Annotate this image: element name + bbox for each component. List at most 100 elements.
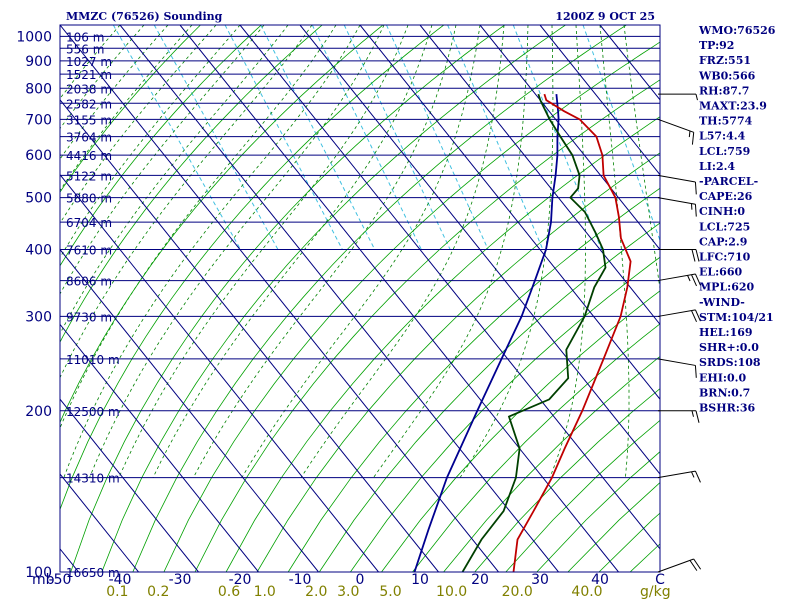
temperature-tick-label: -50 <box>49 572 72 588</box>
mixing-ratio-line <box>447 25 544 250</box>
height-label: 5880 m <box>66 192 112 206</box>
wind-barb <box>658 410 700 423</box>
height-label: 16650 m <box>66 566 120 580</box>
dry-adiabat-line <box>412 323 660 572</box>
mixing-ratio-tick-label: 40.0 <box>571 584 602 600</box>
moist-adiabat-line <box>60 25 193 192</box>
height-label: 2582 m <box>66 97 112 111</box>
pressure-tick-label: 900 <box>25 54 52 70</box>
mixing-ratio-line <box>224 25 343 250</box>
height-label: 12500 m <box>66 405 120 419</box>
stability-indices: WMO:76526 TP:92 FRZ:551 WB0:566 RH:87.7 MAXT:… <box>698 24 776 415</box>
wind-barbs <box>657 93 702 573</box>
isotherm-line <box>419 25 660 326</box>
index-item: LCL:725 <box>699 220 750 233</box>
temperature-tick-label: 10 <box>411 572 429 588</box>
index-item: CINH:0 <box>699 205 745 218</box>
index-item: BSHR:36 <box>699 402 755 415</box>
height-label: 3155 m <box>66 113 112 127</box>
mixing-ratio-tick-label: 0.2 <box>147 584 169 600</box>
height-label: 8606 m <box>66 275 112 289</box>
temperature-tick-label: -30 <box>169 572 192 588</box>
dry-adiabat-line <box>60 25 262 267</box>
moist-adiabat-line <box>60 25 217 224</box>
pressure-tick-label: 800 <box>25 81 52 97</box>
pressure-axis: 100 200 300 400 500 600 700 800 900 1000 mb <box>16 29 54 588</box>
index-item: LFC:710 <box>699 251 751 264</box>
mixing-ratio-line <box>343 25 451 250</box>
mixing-ratio-unit-label: g/kg <box>640 584 671 600</box>
isobar-lines <box>60 25 660 572</box>
mixing-ratio-tick-label: 1.0 <box>254 584 276 600</box>
dry-adiabat-line <box>318 222 660 572</box>
moist-adiabat-line <box>60 25 289 335</box>
isotherm-line <box>119 25 559 572</box>
temperature-tick-label: 20 <box>471 572 489 588</box>
index-item: BRN:0.7 <box>699 386 750 399</box>
isotherm-line <box>60 323 259 572</box>
isotherm-line <box>60 25 499 572</box>
mixing-ratio-tick-label: 5.0 <box>379 584 401 600</box>
isotherm-line <box>299 25 660 475</box>
dry-adiabat-line <box>350 256 660 572</box>
dry-adiabat-line <box>70 25 505 572</box>
temperature-unit-label: C <box>655 572 665 588</box>
mixing-ratio-tick-label: 2.0 <box>305 584 327 600</box>
dry-adiabat-line <box>60 25 445 511</box>
index-item: MAXT:23.9 <box>699 100 767 113</box>
temperature-axis: -50 -40 -30 -20 -10 0 10 20 30 40 C <box>49 572 666 588</box>
index-item: SRDS:108 <box>699 356 761 369</box>
pressure-tick-label: 300 <box>25 309 52 325</box>
wind-barb <box>657 558 702 573</box>
mixing-ratio-tick-label: 0.1 <box>106 584 128 600</box>
isotherm-line <box>179 25 619 572</box>
isotherm-line <box>539 25 660 176</box>
height-label: 4416 m <box>66 149 112 163</box>
dry-adiabat-line <box>101 25 566 572</box>
mixing-ratio-tick-label: 0.6 <box>218 584 240 600</box>
index-item: CAP:2.9 <box>699 235 747 248</box>
isotherm-line <box>359 25 660 401</box>
index-item: -WIND- <box>699 296 745 309</box>
pressure-tick-label: 1000 <box>16 29 52 45</box>
isotherm-line <box>239 25 660 550</box>
parcel-trace <box>413 94 560 572</box>
index-item: LCL:759 <box>699 145 750 158</box>
index-item: EL:660 <box>699 266 742 279</box>
plot-border <box>59 24 661 573</box>
isotherm-line <box>60 99 439 572</box>
dry-adiabat-line <box>163 41 660 572</box>
wind-barb <box>658 249 700 262</box>
index-item: HEL:169 <box>699 326 753 339</box>
wind-barb <box>657 273 701 287</box>
index-item: TH:5774 <box>699 115 753 128</box>
wind-barb <box>658 93 698 101</box>
index-item: CAPE:26 <box>699 190 753 203</box>
temperature-tick-label: 40 <box>591 572 609 588</box>
wind-barb <box>657 309 701 323</box>
mixing-ratio-tick-label: 3.0 <box>337 584 359 600</box>
dry-adiabat-line <box>287 187 660 572</box>
wind-barb <box>657 197 697 217</box>
mixing-ratio-line <box>582 25 660 242</box>
mixing-ratio-axis: 0.1 0.2 0.6 1.0 2.0 3.0 5.0 10.0 20.0 40.0 g/kg <box>106 584 670 600</box>
index-item: RH:87.7 <box>699 84 749 97</box>
height-label: 106 m <box>66 30 104 44</box>
temperature-tick-label: 0 <box>356 572 365 588</box>
pressure-tick-label: 400 <box>25 243 52 259</box>
height-label: 3764 m <box>66 131 112 145</box>
mixing-ratio-tick-label: 10.0 <box>436 584 467 600</box>
index-item: WMO:76526 <box>698 24 776 37</box>
temperature-tick-label: -20 <box>229 572 252 588</box>
temperature-tick-label: 30 <box>531 572 549 588</box>
height-label: 7610 m <box>66 244 112 258</box>
height-label: 11010 m <box>66 353 120 367</box>
wind-barb <box>657 470 701 483</box>
index-item: L57:4.4 <box>699 130 746 143</box>
mixing-ratio-line <box>386 25 489 250</box>
pressure-tick-label: 700 <box>25 112 52 128</box>
pressure-unit-label: mb <box>32 572 55 588</box>
height-label: 1521 m <box>66 68 112 82</box>
mixing-ratio-tick-label: 20.0 <box>502 584 533 600</box>
chart-datetime: 1200Z 9 OCT 25 <box>555 10 655 23</box>
